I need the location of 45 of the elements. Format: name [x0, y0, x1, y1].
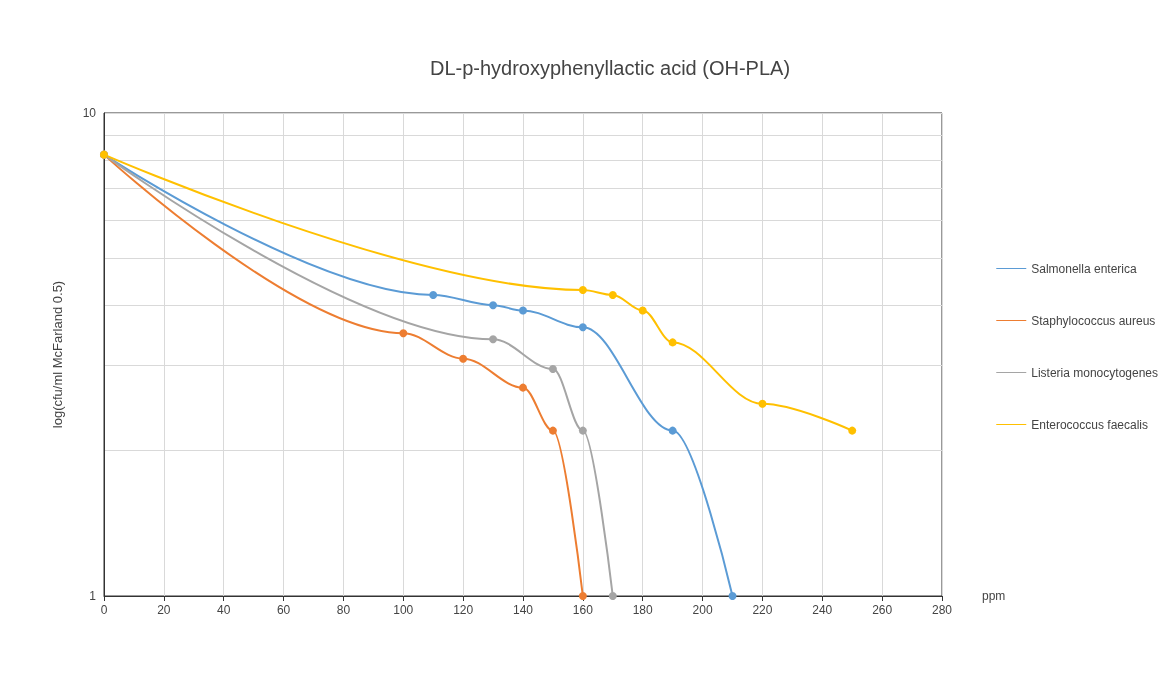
legend-label: Staphylococcus aureus: [1031, 313, 1156, 328]
legend-label: Enterococcus faecalis: [1031, 417, 1148, 432]
x-tick-label: 200: [692, 603, 713, 617]
legend-label: Salmonella enterica: [1031, 261, 1137, 276]
point: [519, 383, 527, 392]
x-tick-label: 120: [453, 603, 474, 617]
point: [668, 426, 677, 435]
y-tick-label: 1: [89, 589, 97, 603]
point: [728, 592, 737, 600]
chart-title: DL-p-hydroxyphenyllactic acid (OH-PLA): [429, 57, 791, 79]
point: [489, 335, 498, 344]
point: [638, 306, 647, 315]
point: [578, 286, 587, 295]
point: [578, 592, 587, 600]
point: [459, 354, 468, 363]
y-axis-title: log(cfu/ml McFarland 0.5): [50, 280, 65, 429]
point: [548, 426, 557, 435]
point: [519, 306, 527, 315]
point: [489, 301, 498, 310]
x-axis-title: ppm: [982, 589, 1006, 603]
point: [578, 323, 587, 332]
x-tick-label: 100: [393, 603, 414, 617]
x-tick-label: 20: [157, 603, 171, 617]
point: [608, 592, 617, 600]
point: [399, 329, 408, 338]
point: [758, 399, 767, 408]
x-tick-label: 60: [276, 603, 291, 617]
x-tick-label: 140: [512, 603, 534, 617]
x-tick-label: 280: [931, 603, 953, 617]
point: [668, 338, 677, 347]
point: [429, 290, 438, 299]
legend-label: Listeria monocytogenes: [1031, 365, 1159, 380]
point: [608, 290, 617, 299]
x-tick-label: 240: [812, 603, 833, 617]
x-tick-label: 80: [336, 603, 351, 617]
x-tick-label: 220: [752, 603, 773, 617]
x-tick-label: 0: [100, 603, 108, 617]
x-tick-label: 180: [632, 603, 654, 617]
point: [548, 365, 557, 374]
x-tick-label: 260: [872, 603, 893, 617]
x-tick-label: 160: [572, 603, 594, 617]
point: [848, 426, 857, 435]
point: [578, 426, 587, 435]
y-tick-label: 10: [82, 106, 97, 120]
x-tick-label: 40: [217, 603, 231, 617]
